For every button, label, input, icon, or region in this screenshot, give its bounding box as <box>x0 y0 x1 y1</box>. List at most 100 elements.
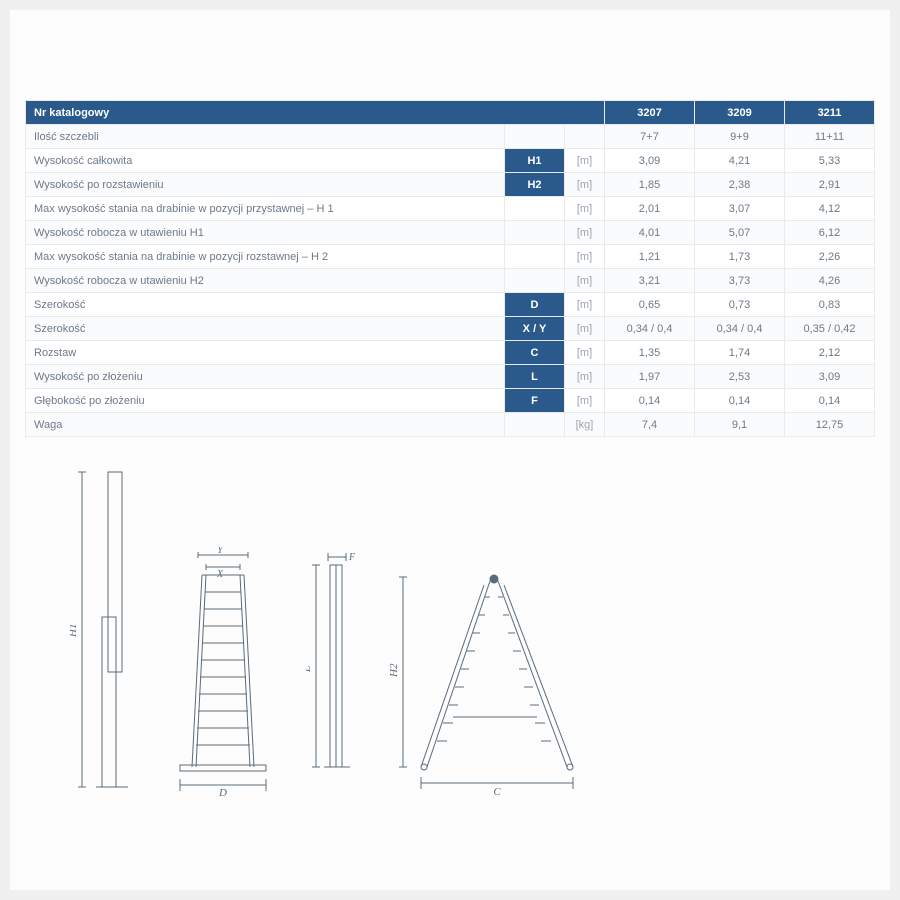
model-col-1: 3209 <box>695 101 785 125</box>
row-value: 3,09 <box>785 365 875 389</box>
row-value: 1,21 <box>605 245 695 269</box>
row-value: 5,07 <box>695 221 785 245</box>
table-row: SzerokośćX / Y[m]0,34 / 0,40,34 / 0,40,3… <box>26 317 875 341</box>
row-symbol: H2 <box>505 173 565 197</box>
row-value: 3,21 <box>605 269 695 293</box>
row-value: 3,73 <box>695 269 785 293</box>
diagram-a-frame: H2 C <box>389 567 599 797</box>
row-label: Ilość szczebli <box>26 125 505 149</box>
label-h2: H2 <box>389 663 400 678</box>
row-label: Wysokość robocza w utawieniu H1 <box>26 221 505 245</box>
table-row: Waga [kg]7,49,112,75 <box>26 413 875 437</box>
row-label: Waga <box>26 413 505 437</box>
row-value: 2,91 <box>785 173 875 197</box>
row-value: 0,35 / 0,42 <box>785 317 875 341</box>
spec-table: Nr katalogowy 3207 3209 3211 Ilość szcze… <box>25 100 875 437</box>
row-symbol: F <box>505 389 565 413</box>
table-row: Wysokość całkowitaH1[m]3,094,215,33 <box>26 149 875 173</box>
row-value: 2,01 <box>605 197 695 221</box>
row-value: 4,01 <box>605 221 695 245</box>
row-value: 4,12 <box>785 197 875 221</box>
row-value: 0,14 <box>695 389 785 413</box>
row-unit: [kg] <box>565 413 605 437</box>
header-label: Nr katalogowy <box>26 101 605 125</box>
row-symbol <box>505 269 565 293</box>
row-unit: [m] <box>565 149 605 173</box>
model-col-2: 3211 <box>785 101 875 125</box>
row-symbol: C <box>505 341 565 365</box>
row-value: 7+7 <box>605 125 695 149</box>
diagram-front-ladder: Y X D <box>168 547 278 797</box>
table-row: Wysokość po rozstawieniuH2[m]1,852,382,9… <box>26 173 875 197</box>
row-value: 4,26 <box>785 269 875 293</box>
table-row: Max wysokość stania na drabinie w pozycj… <box>26 245 875 269</box>
row-value: 1,97 <box>605 365 695 389</box>
row-unit <box>565 125 605 149</box>
row-value: 0,34 / 0,4 <box>605 317 695 341</box>
label-x: X <box>216 569 224 580</box>
row-label: Wysokość całkowita <box>26 149 505 173</box>
row-unit: [m] <box>565 317 605 341</box>
row-value: 2,38 <box>695 173 785 197</box>
row-symbol: D <box>505 293 565 317</box>
row-value: 9,1 <box>695 413 785 437</box>
table-row: Wysokość po złożeniuL[m]1,972,533,09 <box>26 365 875 389</box>
table-row: Wysokość robocza w utawieniu H2[m]3,213,… <box>26 269 875 293</box>
label-f: F <box>348 552 356 563</box>
row-value: 9+9 <box>695 125 785 149</box>
label-d: D <box>218 787 227 797</box>
row-unit: [m] <box>565 341 605 365</box>
row-unit: [m] <box>565 365 605 389</box>
row-value: 2,12 <box>785 341 875 365</box>
row-value: 1,73 <box>695 245 785 269</box>
label-l: L <box>306 666 313 673</box>
table-row: Głębokość po złożeniuF[m]0,140,140,14 <box>26 389 875 413</box>
label-c: C <box>493 786 501 797</box>
row-unit: [m] <box>565 293 605 317</box>
row-symbol <box>505 197 565 221</box>
row-unit: [m] <box>565 245 605 269</box>
row-symbol <box>505 221 565 245</box>
row-symbol: H1 <box>505 149 565 173</box>
row-label: Max wysokość stania na drabinie w pozycj… <box>26 197 505 221</box>
row-value: 0,83 <box>785 293 875 317</box>
row-value: 1,85 <box>605 173 695 197</box>
row-symbol: L <box>505 365 565 389</box>
row-label: Szerokość <box>26 317 505 341</box>
row-value: 1,35 <box>605 341 695 365</box>
row-label: Wysokość po rozstawieniu <box>26 173 505 197</box>
row-value: 4,21 <box>695 149 785 173</box>
row-value: 6,12 <box>785 221 875 245</box>
diagram-tall-rail: H1 <box>70 467 140 797</box>
row-value: 1,74 <box>695 341 785 365</box>
row-symbol <box>505 125 565 149</box>
diagrams: H1 <box>70 467 890 797</box>
row-symbol: X / Y <box>505 317 565 341</box>
row-label: Rozstaw <box>26 341 505 365</box>
row-value: 2,53 <box>695 365 785 389</box>
label-h1: H1 <box>70 624 79 638</box>
row-unit: [m] <box>565 221 605 245</box>
model-col-0: 3207 <box>605 101 695 125</box>
row-label: Szerokość <box>26 293 505 317</box>
row-label: Wysokość robocza w utawieniu H2 <box>26 269 505 293</box>
table-row: RozstawC[m]1,351,742,12 <box>26 341 875 365</box>
row-value: 3,09 <box>605 149 695 173</box>
row-value: 0,34 / 0,4 <box>695 317 785 341</box>
table-row: Max wysokość stania na drabinie w pozycj… <box>26 197 875 221</box>
row-label: Głębokość po złożeniu <box>26 389 505 413</box>
table-row: Ilość szczebli7+79+911+11 <box>26 125 875 149</box>
row-label: Wysokość po złożeniu <box>26 365 505 389</box>
row-value: 0,14 <box>605 389 695 413</box>
row-unit: [m] <box>565 173 605 197</box>
row-label: Max wysokość stania na drabinie w pozycj… <box>26 245 505 269</box>
row-symbol <box>505 245 565 269</box>
row-value: 3,07 <box>695 197 785 221</box>
row-value: 12,75 <box>785 413 875 437</box>
row-value: 0,14 <box>785 389 875 413</box>
row-value: 7,4 <box>605 413 695 437</box>
table-row: SzerokośćD[m]0,650,730,83 <box>26 293 875 317</box>
table-row: Wysokość robocza w utawieniu H1 [m]4,015,… <box>26 221 875 245</box>
row-value: 0,73 <box>695 293 785 317</box>
row-unit: [m] <box>565 197 605 221</box>
